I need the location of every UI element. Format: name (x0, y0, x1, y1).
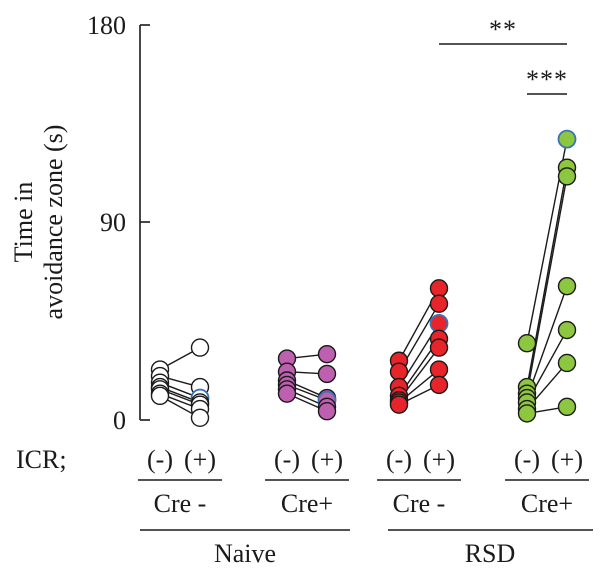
point-g0-icr-minus-6 (150, 386, 170, 406)
icr-plus-label-g0: (+) (184, 445, 216, 474)
point-g2-icr-minus-1 (389, 362, 409, 381)
pair-line-g3-2 (526, 176, 568, 394)
point-g0-icr-plus-6 (190, 408, 210, 428)
point-g2-icr-plus-2 (429, 314, 449, 333)
icr-minus-label-g1: (-) (274, 445, 300, 474)
point-g3-icr-plus-3 (557, 276, 577, 296)
cre-label-g0: Cre - (154, 489, 207, 518)
point-g1-icr-plus-1 (317, 364, 337, 384)
point-g2-icr-minus-6 (389, 395, 409, 414)
y-tick-label-180: 180 (87, 11, 126, 40)
point-g2-icr-plus-1 (429, 294, 449, 313)
point-g2-icr-plus-5 (429, 360, 449, 379)
cre-label-g3: Cre+ (521, 489, 573, 518)
icr-plus-label-g2: (+) (423, 445, 455, 474)
point-g2-icr-plus-0 (429, 279, 449, 298)
icr-plus-label-g3: (+) (551, 445, 583, 474)
pair-line-g3-3 (526, 285, 568, 399)
x-labels: (-) (+) Cre - (-) (+) Cre+ (-) (+) Cre - (-) (+) Cr… (138, 445, 593, 568)
icr-row-label: ICR; (16, 445, 67, 474)
point-g3-icr-plus-4 (557, 320, 577, 340)
point-g3-icr-minus-0 (517, 333, 537, 353)
icr-plus-label-g1: (+) (311, 445, 343, 474)
point-g3-icr-plus-2 (557, 167, 577, 186)
point-g2-icr-plus-6 (429, 375, 449, 395)
sig-label-triple: *** (526, 65, 568, 94)
icr-minus-label-g0: (-) (147, 445, 173, 474)
y-tick-label-90: 90 (100, 208, 126, 237)
point-g3-icr-plus-0 (557, 129, 577, 149)
pair-line-g3-1 (526, 167, 568, 388)
sig-label-double: ** (489, 15, 517, 44)
point-g0-icr-plus-0 (190, 338, 210, 357)
point-g3-icr-plus-6 (557, 397, 577, 417)
y-axis-label-line1: Time in (9, 182, 38, 263)
condition-label-rsd: RSD (465, 539, 516, 568)
point-g3-icr-minus-6 (517, 404, 537, 423)
pair-lines (159, 138, 568, 419)
cre-label-g1: Cre+ (281, 489, 333, 518)
point-g3-icr-plus-5 (557, 353, 577, 373)
significance-brackets: ***** (439, 15, 568, 95)
point-g1-icr-minus-5 (277, 384, 297, 403)
icr-minus-label-g3: (-) (514, 445, 540, 474)
condition-label-naive: Naive (214, 539, 276, 568)
y-axis-label-line2: avoidance zone (s) (39, 125, 68, 320)
point-g1-icr-plus-5 (317, 402, 337, 421)
cre-label-g2: Cre - (393, 489, 446, 518)
icr-minus-label-g2: (-) (386, 445, 412, 474)
point-g2-icr-plus-4 (429, 338, 449, 357)
data-points (150, 129, 577, 428)
point-g1-icr-plus-0 (317, 344, 337, 364)
y-tick-label-0: 0 (113, 406, 126, 435)
